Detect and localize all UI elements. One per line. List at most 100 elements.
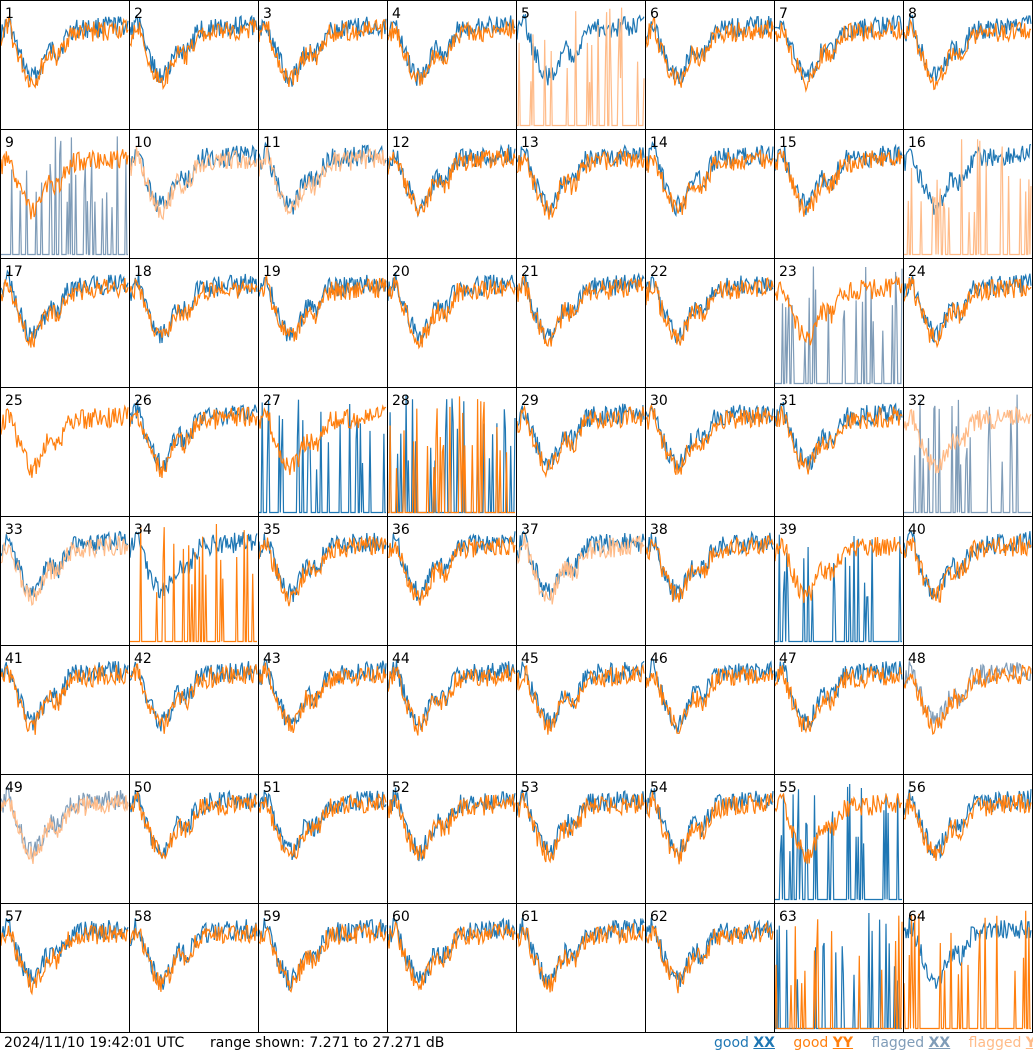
panel-2: 2 [129,0,259,130]
panel-59: 59 [258,903,388,1033]
panel-label: 19 [263,264,281,280]
panel-48: 48 [903,645,1033,775]
panel-11: 11 [258,129,388,259]
series-yy-panel-56 [903,792,1032,862]
panel-label: 1 [5,6,14,22]
series-yy-panel-49 [0,794,129,864]
panel-17: 17 [0,258,130,388]
panel-label: 41 [5,651,23,667]
panel-9: 9 [0,129,130,259]
series-xx-panel-19 [258,274,387,342]
series-yy-panel-14 [645,149,774,215]
series-xx-panel-33 [0,530,129,598]
series-yy-panel-27 [258,404,387,476]
series-yy-panel-9 [0,149,129,220]
panel-label: 60 [392,909,410,925]
panel-label: 15 [779,135,797,151]
series-yy-panel-62 [645,921,774,994]
series-yy-panel-8 [903,18,1032,91]
panel-frame [0,0,130,130]
panel-19: 19 [258,258,388,388]
series-yy-panel-38 [645,535,774,603]
series-yy-panel-28 [388,396,515,514]
panel-55: 55 [774,774,904,904]
panel-38: 38 [645,516,775,646]
panel-label: 22 [650,264,668,280]
panel-32: 32 [903,387,1033,517]
series-yy-panel-29 [516,404,645,479]
panel-label: 23 [779,264,797,280]
panel-6: 6 [645,0,775,130]
panel-61: 61 [516,903,646,1033]
panel-43: 43 [258,645,388,775]
series-yy-panel-10 [129,146,258,221]
panel-label: 4 [392,6,401,22]
panel-label: 53 [521,780,539,796]
series-xx-panel-32 [904,394,1031,514]
series-yy-panel-54 [645,791,774,865]
panel-20: 20 [387,258,517,388]
panel-label: 5 [521,6,530,22]
panel-label: 61 [521,909,539,925]
panel-label: 49 [5,780,23,796]
series-yy-panel-44 [387,665,516,736]
series-yy-panel-42 [129,663,258,734]
series-yy-panel-3 [258,18,387,87]
series-xx-panel-35 [258,532,387,603]
series-yy-panel-47 [774,665,902,734]
series-yy-panel-57 [0,924,129,996]
panel-3: 3 [258,0,388,130]
series-yy-panel-32 [903,406,1032,474]
panel-56: 56 [903,774,1033,904]
panel-31: 31 [774,387,904,517]
series-yy-panel-45 [516,663,645,735]
panel-label: 63 [779,909,797,925]
panel-label: 55 [779,780,797,796]
panel-label: 64 [908,909,926,925]
series-xx-panel-41 [0,660,129,731]
series-yy-panel-52 [387,793,516,861]
series-yy-panel-18 [129,277,258,338]
panel-frame [903,0,1033,130]
panel-27: 27 [258,387,388,517]
panel-51: 51 [258,774,388,904]
panel-label: 57 [5,909,23,925]
panel-label: 39 [779,522,797,538]
series-yy-panel-58 [129,923,258,992]
series-yy-panel-23 [774,275,903,346]
timestamp: 2024/11/10 19:42:01 UTC [4,1035,185,1051]
panel-25: 25 [0,387,130,517]
panel-8: 8 [903,0,1033,130]
series-yy-panel-12 [387,148,516,217]
panel-label: 31 [779,393,797,409]
series-xx-panel-57 [0,918,129,987]
panel-5: 5 [516,0,646,130]
series-yy-panel-1 [0,16,129,89]
panel-label: 37 [521,522,539,538]
legend-flagged-xx: flagged XX [871,1035,951,1051]
panel-37: 37 [516,516,646,646]
panel-label: 36 [392,522,410,538]
panel-26: 26 [129,387,259,517]
series-yy-panel-61 [516,922,645,993]
panel-label: 47 [779,651,797,667]
series-xx-panel-2 [129,14,258,84]
panel-39: 39 [774,516,904,646]
panel-24: 24 [903,258,1033,388]
series-yy-panel-41 [0,664,129,735]
panel-18: 18 [129,258,259,388]
series-xx-panel-34 [129,531,258,599]
series-yy-panel-31 [774,406,903,475]
panel-36: 36 [387,516,517,646]
series-yy-panel-46 [645,666,774,735]
panel-label: 51 [263,780,281,796]
series-yy-panel-6 [645,17,774,88]
panel-label: 20 [392,264,410,280]
panel-23: 23 [774,258,904,388]
panel-53: 53 [516,774,646,904]
series-xx-panel-45 [516,660,645,730]
panel-60: 60 [387,903,517,1033]
panel-44: 44 [387,645,517,775]
series-yy-panel-20 [387,277,516,350]
series-yy-panel-34 [130,523,257,643]
